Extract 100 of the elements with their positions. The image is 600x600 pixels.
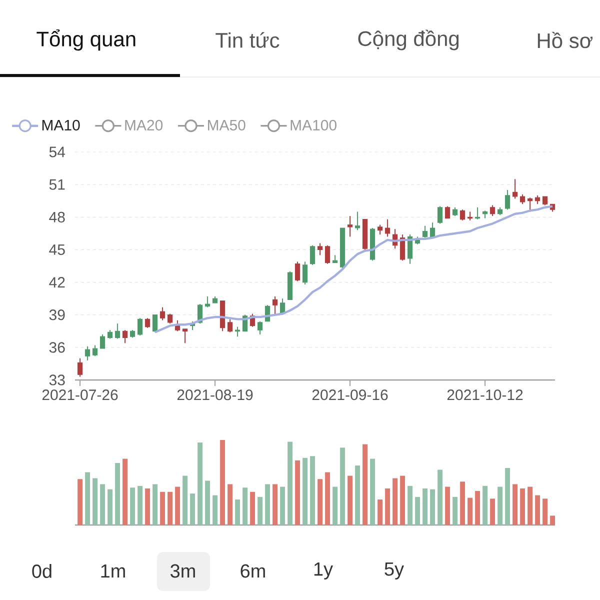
bar: [242, 488, 248, 525]
candlestick: [474, 206, 480, 220]
bar: [348, 476, 353, 525]
x-tick-label: 2021-10-12: [447, 390, 523, 400]
legend-label: MA50: [208, 120, 246, 130]
text: Hồ sơ: [538, 32, 593, 48]
y-tick-label: 45: [49, 244, 65, 255]
candlestick: [377, 224, 383, 236]
y-tick-label: 33: [49, 374, 65, 386]
bar: [130, 488, 135, 525]
bar: [325, 472, 330, 525]
bar: [182, 476, 188, 525]
candlestick: [317, 242, 323, 256]
candlestick: [137, 318, 143, 336]
bar: [302, 458, 308, 525]
y-tick-label: 36: [49, 342, 65, 353]
text: 1m: [101, 564, 125, 578]
candlestick: [92, 344, 98, 357]
candlestick: [204, 296, 210, 308]
bar: [528, 486, 533, 525]
text: Tổng quan: [36, 29, 136, 51]
bar: [445, 486, 450, 525]
text: 5y: [384, 562, 404, 580]
candlestick: [182, 328, 188, 344]
bar: [400, 476, 406, 525]
bar: [272, 484, 278, 525]
candlestick: [77, 358, 83, 378]
bar: [265, 484, 270, 525]
candlestick: [144, 318, 150, 328]
candlestick: [84, 346, 90, 361]
bar: [138, 486, 142, 525]
bar: [108, 489, 112, 525]
x-tick-label: 2021-07-26: [42, 390, 118, 400]
bar: [258, 496, 263, 525]
candlestick: [257, 320, 263, 335]
bar: [512, 484, 518, 525]
y-tick-label: 54: [49, 146, 66, 158]
bar: [228, 484, 232, 525]
legend-label: MA20: [125, 120, 163, 130]
bar: [422, 488, 428, 525]
candlestick: [294, 261, 300, 282]
candlestick: [152, 314, 158, 333]
candlestick: [354, 211, 360, 231]
bar: [482, 486, 488, 525]
bar: [370, 458, 376, 525]
y-tick-label: 42: [49, 277, 65, 288]
text: Cộng đồng: [358, 30, 459, 50]
bar: [468, 498, 473, 525]
bar: [378, 500, 382, 525]
legend-label: MA10: [42, 120, 80, 130]
bar: [332, 486, 338, 525]
candlestick: [400, 234, 406, 262]
bar: [205, 480, 210, 525]
candlestick: [100, 334, 106, 350]
text: 0d: [32, 564, 52, 578]
bar: [190, 494, 195, 525]
bar: [78, 479, 82, 525]
y-tick-label: 51: [49, 179, 65, 190]
text: 3m: [170, 564, 195, 578]
candlestick: [490, 204, 496, 217]
bar: [115, 462, 120, 525]
bar: [318, 479, 323, 525]
candlestick: [114, 323, 120, 340]
bar: [408, 486, 413, 525]
bar: [160, 492, 166, 525]
y-tick-label: 39: [49, 310, 65, 320]
bar: [392, 478, 398, 525]
bar: [212, 495, 218, 525]
bar: [430, 489, 436, 525]
candlestick: [512, 178, 518, 200]
candlestick: [504, 190, 510, 210]
candlestick: [227, 318, 233, 333]
bar: [100, 484, 105, 525]
bar: [452, 496, 458, 525]
x-tick-label: 2021-09-16: [312, 390, 388, 400]
text: 1y: [314, 562, 333, 580]
candlestick: [302, 261, 308, 285]
bar: [362, 444, 368, 525]
bar: [550, 516, 556, 525]
bar: [152, 484, 158, 525]
candlestick: [422, 225, 428, 238]
bar: [542, 498, 548, 525]
bar: [280, 486, 285, 525]
text: Tin tức: [216, 32, 280, 48]
candlestick: [527, 197, 533, 212]
candlestick: [160, 306, 166, 321]
candlestick: [234, 326, 240, 338]
bar: [235, 500, 240, 525]
candlestick: [444, 206, 450, 219]
candlestick: [437, 206, 443, 224]
bar: [310, 456, 316, 525]
bar: [475, 491, 480, 525]
bar: [122, 458, 128, 525]
y-tick-label: 48: [49, 212, 65, 222]
candlestick: [520, 194, 526, 205]
bar: [295, 460, 300, 525]
text: 6m: [240, 564, 265, 578]
legend-label: MA100: [290, 120, 336, 130]
bar: [355, 466, 360, 525]
candlestick: [324, 244, 330, 264]
